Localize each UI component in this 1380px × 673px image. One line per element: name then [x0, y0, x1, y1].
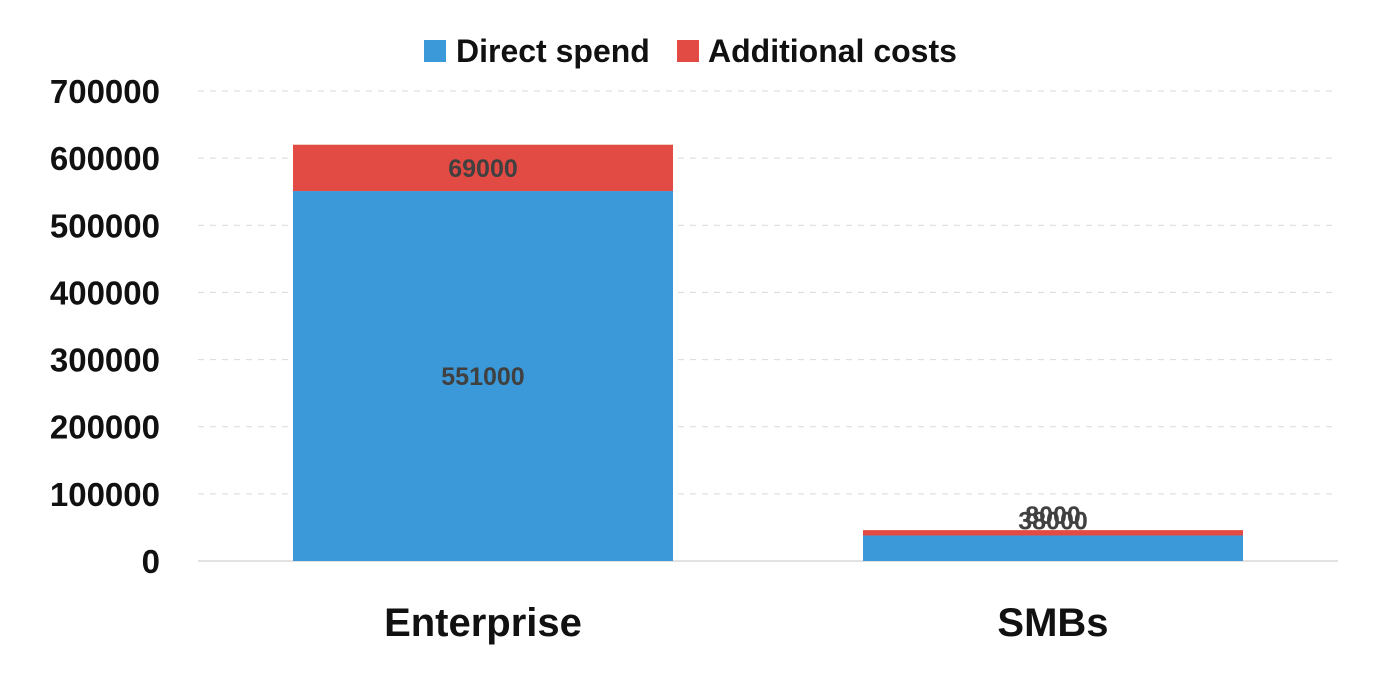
- y-tick-label: 200000: [50, 409, 160, 446]
- legend-label-0: Direct spend: [456, 33, 650, 69]
- data-label: 38000: [1018, 507, 1088, 535]
- x-axis-ticks: Enterprise SMBs: [384, 601, 1109, 645]
- y-tick-label: 400000: [50, 274, 160, 311]
- bar-segment-0-1: [293, 144, 673, 192]
- y-tick-label: 700000: [50, 73, 160, 110]
- x-tick-label: Enterprise: [384, 601, 582, 645]
- bar-segment-1-1: [863, 530, 1243, 536]
- data-label: 8000: [1025, 502, 1081, 530]
- y-tick-label: 600000: [50, 140, 160, 177]
- x-tick-label: SMBs: [997, 601, 1108, 645]
- y-tick-label: 0: [142, 543, 160, 580]
- y-tick-label: 500000: [50, 207, 160, 244]
- y-tick-label: 300000: [50, 342, 160, 379]
- bar-segment-1-0: [863, 535, 1243, 561]
- bars: [293, 144, 1243, 562]
- bar-segment-0-0: [293, 191, 673, 562]
- y-axis-ticks: 0 100000 200000 300000 400000 500000 600000 700…: [50, 73, 160, 580]
- legend-label-1: Additional costs: [708, 33, 957, 69]
- y-tick-label: 100000: [50, 476, 160, 513]
- data-label: 69000: [448, 155, 518, 183]
- legend-swatch-1: [677, 40, 699, 62]
- data-label: 551000: [441, 363, 524, 391]
- legend-swatch-0: [424, 40, 446, 62]
- legend: Direct spend Additional costs: [424, 33, 957, 69]
